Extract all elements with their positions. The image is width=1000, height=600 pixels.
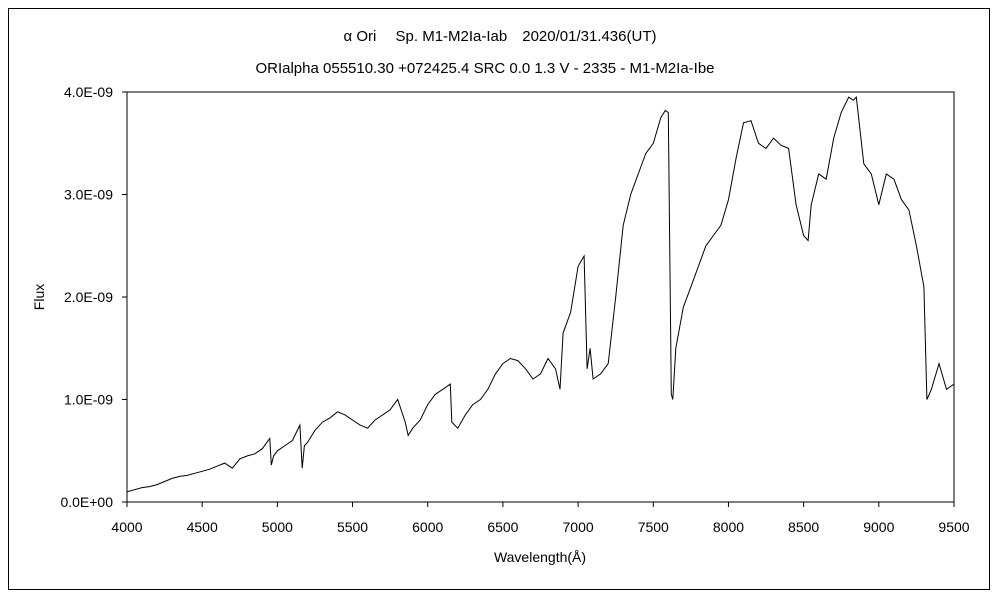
x-tick-label: 9000 [863,519,894,535]
y-tick-label: 3.0E-09 [64,187,113,203]
y-axis-label: Flux [31,284,47,310]
chart-subtitle: ORIalpha 055510.30 +072425.4 SRC 0.0 1.3… [255,60,714,77]
x-tick-label: 9500 [938,519,969,535]
x-tick-label: 8000 [713,519,744,535]
y-tick-label: 4.0E-09 [64,84,113,100]
chart-frame [8,8,990,590]
spectrum-line [126,95,955,493]
x-tick-label: 7500 [638,519,669,535]
y-axis: 0.0E+00 1.0E-09 2.0E-09 3.0E-09 4.0E-09 [60,84,127,510]
x-tick-label: 4000 [111,519,142,535]
x-axis-label: Wavelength(Å) [494,549,586,565]
x-tick-label: 4500 [187,519,218,535]
chart-title: α Ori Sp. M1-M2Ia-Iab 2020/01/31.436(UT) [344,28,657,45]
x-tick-label: 5000 [262,519,293,535]
x-tick-label: 5500 [337,519,368,535]
x-tick-label: 8500 [788,519,819,535]
x-tick-label: 6500 [487,519,518,535]
x-axis: 4000 4500 5000 5500 6000 6500 7000 7500 8000 8500… [111,502,970,535]
x-tick-label: 7000 [563,519,594,535]
plot-area [126,91,955,503]
x-tick-label: 6000 [412,519,443,535]
y-tick-label: 2.0E-09 [64,289,113,305]
y-tick-label: 0.0E+00 [60,494,113,510]
y-tick-label: 1.0E-09 [64,392,113,408]
